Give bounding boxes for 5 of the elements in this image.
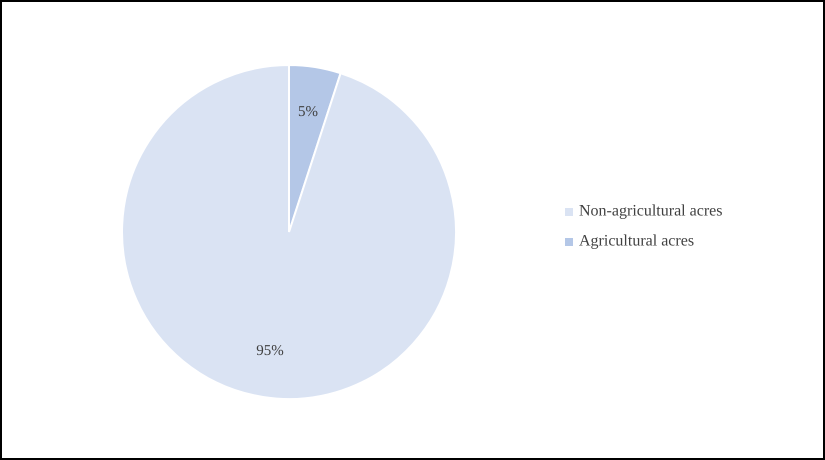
data-label: 95% xyxy=(256,343,284,360)
pie-slice xyxy=(121,64,457,400)
legend-label: Agricultural acres xyxy=(579,232,694,250)
legend-label: Non-agricultural acres xyxy=(579,202,722,220)
data-label: 5% xyxy=(298,104,318,120)
